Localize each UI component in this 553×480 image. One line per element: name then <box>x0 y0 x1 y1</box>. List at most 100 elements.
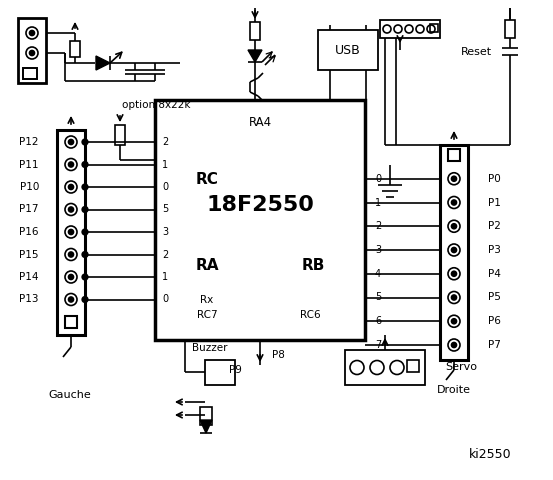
Bar <box>155 100 365 340</box>
Circle shape <box>448 220 460 232</box>
Polygon shape <box>96 56 110 70</box>
Circle shape <box>82 297 88 302</box>
Bar <box>250 22 260 40</box>
Circle shape <box>82 252 88 257</box>
Text: Reset: Reset <box>461 47 492 57</box>
Text: Buzzer: Buzzer <box>192 343 228 353</box>
Circle shape <box>451 248 456 252</box>
Circle shape <box>82 162 88 168</box>
Text: 1: 1 <box>375 197 381 207</box>
Text: P4: P4 <box>488 269 501 279</box>
Circle shape <box>416 25 424 33</box>
Text: Servo: Servo <box>445 362 477 372</box>
Bar <box>380 20 440 38</box>
Circle shape <box>65 204 77 216</box>
Bar <box>200 407 212 425</box>
Circle shape <box>405 25 413 33</box>
Bar <box>440 145 468 360</box>
Text: RA: RA <box>195 257 219 273</box>
Circle shape <box>65 249 77 261</box>
Text: Droite: Droite <box>437 385 471 395</box>
Text: 1: 1 <box>162 159 168 169</box>
Bar <box>430 24 438 32</box>
Text: P6: P6 <box>488 316 501 326</box>
Text: 5: 5 <box>162 204 168 215</box>
Text: 3: 3 <box>162 227 168 237</box>
Text: P3: P3 <box>488 245 501 255</box>
Circle shape <box>451 343 456 348</box>
Circle shape <box>370 360 384 374</box>
Circle shape <box>448 291 460 303</box>
Text: P13: P13 <box>19 295 39 304</box>
Text: 1: 1 <box>162 272 168 282</box>
Text: 0: 0 <box>162 295 168 304</box>
Circle shape <box>448 196 460 208</box>
Text: P16: P16 <box>19 227 39 237</box>
Text: RC7: RC7 <box>197 310 217 320</box>
Circle shape <box>29 50 34 56</box>
Circle shape <box>69 140 74 144</box>
Bar <box>70 41 80 57</box>
Bar <box>448 149 460 161</box>
Polygon shape <box>200 420 212 433</box>
Circle shape <box>69 252 74 257</box>
Text: 2: 2 <box>162 137 168 147</box>
Circle shape <box>69 229 74 235</box>
Text: 2: 2 <box>162 250 168 260</box>
Text: 0: 0 <box>375 174 381 184</box>
Text: P14: P14 <box>19 272 39 282</box>
Circle shape <box>451 176 456 181</box>
Text: Gauche: Gauche <box>49 390 91 400</box>
Circle shape <box>82 274 88 280</box>
Circle shape <box>65 271 77 283</box>
Circle shape <box>65 226 77 238</box>
Text: 4: 4 <box>375 269 381 279</box>
Text: P2: P2 <box>488 221 501 231</box>
Text: P12: P12 <box>19 137 39 147</box>
Circle shape <box>26 47 38 59</box>
Text: 7: 7 <box>375 340 381 350</box>
Circle shape <box>451 224 456 229</box>
Circle shape <box>448 315 460 327</box>
Bar <box>115 125 125 145</box>
Circle shape <box>350 360 364 374</box>
Bar <box>57 130 85 335</box>
Text: RC6: RC6 <box>300 310 320 320</box>
Circle shape <box>82 207 88 212</box>
Bar <box>318 30 378 70</box>
Polygon shape <box>248 50 262 62</box>
Circle shape <box>448 268 460 280</box>
Circle shape <box>448 173 460 185</box>
Circle shape <box>65 158 77 170</box>
Text: P17: P17 <box>19 204 39 215</box>
Text: Rx: Rx <box>200 295 213 305</box>
Text: RB: RB <box>301 257 325 273</box>
Text: P15: P15 <box>19 250 39 260</box>
Circle shape <box>69 207 74 212</box>
Circle shape <box>451 200 456 205</box>
Text: 2: 2 <box>375 221 381 231</box>
Circle shape <box>69 184 74 190</box>
Circle shape <box>448 339 460 351</box>
Circle shape <box>82 184 88 190</box>
Bar <box>407 360 419 372</box>
Text: 0: 0 <box>162 182 168 192</box>
Bar <box>345 350 425 385</box>
Circle shape <box>69 162 74 167</box>
Text: P1: P1 <box>488 197 501 207</box>
Text: 6: 6 <box>375 316 381 326</box>
Text: RA4: RA4 <box>248 116 272 129</box>
Circle shape <box>451 295 456 300</box>
Circle shape <box>82 229 88 235</box>
Text: P9: P9 <box>228 365 242 375</box>
Text: P7: P7 <box>488 340 501 350</box>
Circle shape <box>65 136 77 148</box>
Text: P5: P5 <box>488 292 501 302</box>
Circle shape <box>69 275 74 279</box>
Bar <box>23 68 37 79</box>
Text: option 8x22k: option 8x22k <box>122 100 190 110</box>
Circle shape <box>383 25 391 33</box>
Text: RC: RC <box>196 172 218 188</box>
Text: USB: USB <box>335 44 361 57</box>
Circle shape <box>427 25 435 33</box>
